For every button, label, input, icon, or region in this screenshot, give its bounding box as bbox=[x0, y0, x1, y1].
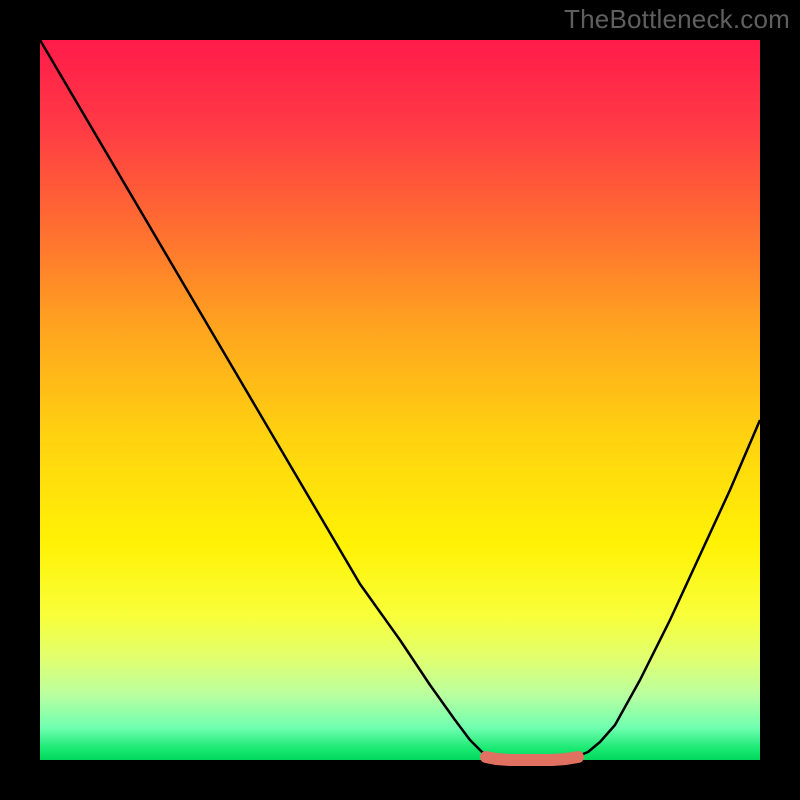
watermark-text: TheBottleneck.com bbox=[564, 4, 790, 35]
chart-container: TheBottleneck.com bbox=[0, 0, 800, 800]
optimal-range-highlight bbox=[486, 757, 578, 760]
chart-background bbox=[40, 40, 760, 760]
bottleneck-curve-chart bbox=[0, 0, 800, 800]
